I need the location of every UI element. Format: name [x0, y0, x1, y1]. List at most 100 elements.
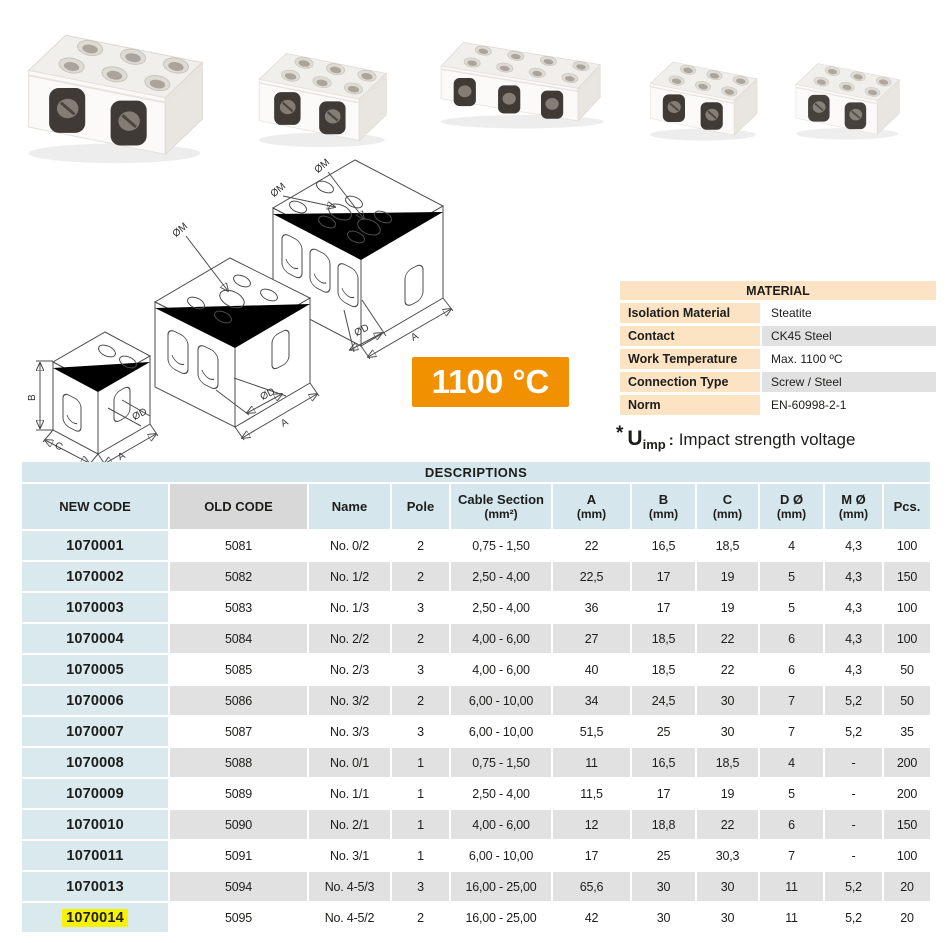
cable-section-cell: 0,75 - 1,50: [451, 531, 551, 560]
table-row: 1070014 5095 No. 4-5/2 2 16,00 - 25,00 42 30 30…: [22, 903, 930, 932]
uimp-symbol: U: [627, 427, 643, 450]
table-row: 1070006 5086 No. 3/2 2 6,00 - 10,00 34 24,5 30 7…: [22, 686, 930, 715]
dim-label: ØM: [171, 221, 190, 240]
d-diameter-cell: 6: [760, 810, 823, 839]
cable-section-cell: 2,50 - 4,00: [451, 593, 551, 622]
product-photo-2pole-small: [640, 44, 766, 143]
uimp-text: Impact strength voltage: [678, 430, 856, 449]
product-photo-2pole-medium: [247, 32, 397, 150]
d-diameter-cell: 11: [760, 872, 823, 901]
drawing-2pole: ØM ØD A: [153, 221, 320, 441]
pole-cell: 3: [392, 655, 449, 684]
table-row: 1070003 5083 No. 1/3 3 2,50 - 4,00 36 17 19 5 4,3…: [22, 593, 930, 622]
name-cell: No. 1/2: [309, 562, 390, 591]
new-code-cell: 1070008: [22, 748, 168, 777]
new-code-cell: 1070003: [22, 593, 168, 622]
b-mm-cell: 25: [632, 841, 695, 870]
a-mm-cell: 17: [553, 841, 630, 870]
pcs-cell: 50: [884, 655, 930, 684]
old-code-cell: 5087: [170, 717, 307, 746]
pcs-cell: 200: [884, 779, 930, 808]
c-mm-cell: 22: [697, 624, 758, 653]
d-diameter-cell: 4: [760, 531, 823, 560]
c-mm-cell: 30: [697, 903, 758, 932]
c-mm-cell: 18,5: [697, 748, 758, 777]
pcs-cell: 150: [884, 810, 930, 839]
m-diameter-cell: 5,2: [825, 872, 882, 901]
material-row-value: CK45 Steel: [762, 326, 936, 346]
pcs-cell: 100: [884, 841, 930, 870]
a-mm-cell: 12: [553, 810, 630, 839]
uimp-note: * Uimp: Impact strength voltage: [616, 423, 855, 452]
b-mm-cell: 18,5: [632, 624, 695, 653]
col-header-m-diameter: M Ø (mm): [825, 484, 882, 529]
b-mm-cell: 30: [632, 903, 695, 932]
name-cell: No. 2/2: [309, 624, 390, 653]
pole-cell: 3: [392, 872, 449, 901]
descriptions-table: DESCRIPTIONS NEW CODE OLD CODE Name Pole…: [22, 462, 930, 932]
technical-drawings: ØM ØM ØD A ØM: [27, 157, 454, 462]
a-mm-cell: 34: [553, 686, 630, 715]
dim-label: B: [27, 394, 38, 401]
name-cell: No. 2/1: [309, 810, 390, 839]
name-cell: No. 2/3: [309, 655, 390, 684]
pcs-cell: 100: [884, 593, 930, 622]
material-row-value: Screw / Steel: [762, 372, 936, 392]
d-diameter-cell: 6: [760, 655, 823, 684]
dim-label: ØD: [259, 386, 277, 403]
m-diameter-cell: -: [825, 779, 882, 808]
product-photo-2pole-smallest: [786, 46, 908, 142]
old-code-cell: 5084: [170, 624, 307, 653]
b-mm-cell: 18,8: [632, 810, 695, 839]
drawing-1pole: B C A ØD: [27, 331, 159, 462]
a-mm-cell: 36: [553, 593, 630, 622]
d-diameter-cell: 7: [760, 717, 823, 746]
table-row: 1070005 5085 No. 2/3 3 4,00 - 6,00 40 18,5 22 6 4…: [22, 655, 930, 684]
new-code-cell: 1070013: [22, 872, 168, 901]
pole-cell: 1: [392, 748, 449, 777]
pcs-cell: 50: [884, 686, 930, 715]
uimp-colon: :: [668, 432, 674, 449]
cable-section-cell: 16,00 - 25,00: [451, 903, 551, 932]
col-header-b: B (mm): [632, 484, 695, 529]
a-mm-cell: 42: [553, 903, 630, 932]
d-diameter-cell: 5: [760, 779, 823, 808]
pcs-cell: 20: [884, 872, 930, 901]
dim-label: A: [116, 450, 127, 462]
b-mm-cell: 25: [632, 717, 695, 746]
old-code-cell: 5089: [170, 779, 307, 808]
name-cell: No. 3/1: [309, 841, 390, 870]
pole-cell: 1: [392, 841, 449, 870]
col-header-pole: Pole: [392, 484, 449, 529]
material-row-value: Steatite: [771, 306, 812, 320]
material-row-value: EN-60998-2-1: [771, 398, 847, 412]
b-mm-cell: 30: [632, 872, 695, 901]
b-mm-cell: 18,5: [632, 655, 695, 684]
cable-section-cell: 2,50 - 4,00: [451, 562, 551, 591]
new-code-cell: 1070007: [22, 717, 168, 746]
pcs-cell: 100: [884, 531, 930, 560]
new-code-cell: 1070004: [22, 624, 168, 653]
a-mm-cell: 11: [553, 748, 630, 777]
c-mm-cell: 19: [697, 562, 758, 591]
pcs-cell: 200: [884, 748, 930, 777]
d-diameter-cell: 11: [760, 903, 823, 932]
a-mm-cell: 40: [553, 655, 630, 684]
name-cell: No. 4-5/2: [309, 903, 390, 932]
pole-cell: 3: [392, 717, 449, 746]
pcs-cell: 100: [884, 624, 930, 653]
m-diameter-cell: 4,3: [825, 593, 882, 622]
d-diameter-cell: 7: [760, 841, 823, 870]
new-code-cell: 1070005: [22, 655, 168, 684]
pcs-cell: 35: [884, 717, 930, 746]
drawing-3pole: ØM ØM ØD A: [269, 157, 454, 360]
table-row: 1070011 5091 No. 3/1 1 6,00 - 10,00 17 25 30,3 7…: [22, 841, 930, 870]
a-mm-cell: 51,5: [553, 717, 630, 746]
material-row-label: Work Temperature: [620, 349, 760, 369]
a-mm-cell: 65,6: [553, 872, 630, 901]
material-row-label: Norm: [620, 395, 760, 415]
uimp-subscript: imp: [642, 437, 666, 452]
table-body: 1070001 5081 No. 0/2 2 0,75 - 1,50 22 16,5 18,5…: [22, 531, 930, 932]
material-row-label: Isolation Material: [620, 303, 760, 323]
cable-section-cell: 0,75 - 1,50: [451, 748, 551, 777]
